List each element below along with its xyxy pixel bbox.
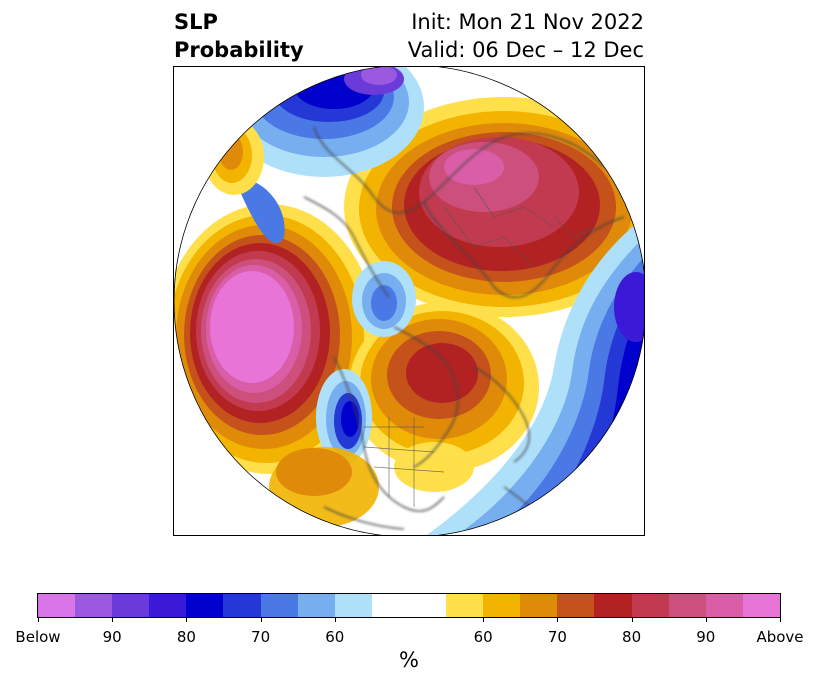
colorbar-swatch: [631, 594, 669, 617]
title-variable: SLP: [174, 10, 218, 34]
colorbar: [37, 593, 781, 618]
title-field: Probability: [174, 38, 304, 62]
colorbar-tick-label: 70: [251, 628, 271, 646]
probability-field: [174, 67, 644, 535]
colorbar-swatch: [668, 594, 706, 617]
colorbar-tick-mark: [557, 618, 559, 622]
colorbar-tick-mark: [483, 618, 485, 622]
colorbar-tick-mark: [186, 618, 188, 622]
colorbar-tick-label: 60: [325, 628, 345, 646]
colorbar-swatch: [705, 594, 743, 617]
init-date: Init: Mon 21 Nov 2022: [411, 10, 644, 34]
colorbar-swatch: [186, 594, 224, 617]
colorbar-units: %: [399, 648, 419, 672]
colorbar-tick-label: Above: [756, 628, 804, 646]
valid-range: Valid: 06 Dec – 12 Dec: [407, 38, 644, 62]
colorbar-swatch: [520, 594, 558, 617]
colorbar-tick-label: 60: [473, 628, 493, 646]
colorbar-swatch: [112, 594, 150, 617]
colorbar-swatch: [557, 594, 595, 617]
colorbar-swatch: [223, 594, 261, 617]
colorbar-tick-label: 90: [696, 628, 716, 646]
colorbar-swatch: [594, 594, 632, 617]
anomaly-polar-low: [352, 261, 416, 337]
borders: [363, 186, 595, 507]
colorbar-tick-label: 70: [547, 628, 567, 646]
colorbar-tick-mark: [112, 618, 114, 622]
colorbar-tick-mark: [780, 618, 781, 622]
colorbar-tick-label: Below: [15, 628, 61, 646]
colorbar-tick-mark: [334, 618, 336, 622]
colorbar-tick-label: 80: [622, 628, 642, 646]
colorbar-swatch: [149, 594, 187, 617]
colorbar-swatch: [334, 594, 372, 617]
title-left: SLP Probability: [174, 8, 304, 64]
title-right: Init: Mon 21 Nov 2022 Valid: 06 Dec – 12…: [408, 8, 644, 64]
colorbar-tick-mark: [38, 618, 39, 622]
colorbar-tick-mark: [260, 618, 262, 622]
colorbar-swatch: [75, 594, 113, 617]
colorbar-tick-mark: [631, 618, 633, 622]
colorbar-swatch: [742, 594, 780, 617]
polar-map: [174, 67, 644, 535]
colorbar-swatch: [260, 594, 298, 617]
anomaly-bering-high: [204, 119, 264, 195]
map-frame: [173, 66, 645, 536]
colorbar-swatch: [446, 594, 484, 617]
colorbar-tick-label: 80: [176, 628, 196, 646]
colorbar-tick-label: 90: [102, 628, 122, 646]
colorbar-swatch: [297, 594, 335, 617]
colorbar-swatch: [371, 594, 447, 617]
anomaly-greenland-high: [349, 302, 539, 472]
colorbar-tick-mark: [705, 618, 707, 622]
colorbar-swatch: [38, 594, 76, 617]
colorbar-swatch: [483, 594, 521, 617]
